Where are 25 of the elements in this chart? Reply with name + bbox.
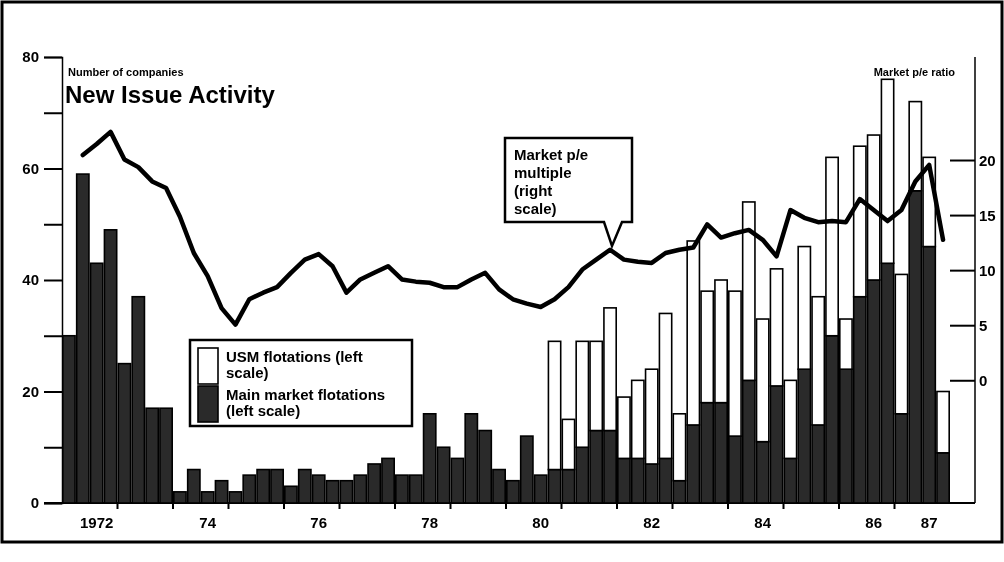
text: New Issue Activity bbox=[65, 81, 276, 108]
x-tick-label: 1972 bbox=[80, 514, 114, 531]
x-tick-label: 87 bbox=[920, 514, 938, 531]
x-tick-label: 74 bbox=[199, 514, 217, 531]
y-tick-label: 80 bbox=[22, 48, 39, 66]
legend-label: USM flotations (left scale) bbox=[226, 348, 363, 381]
x-tick-label: 82 bbox=[643, 514, 661, 531]
text: Market p/e multiple (right scale) bbox=[514, 146, 589, 217]
y-axis-title: Number of companies bbox=[68, 66, 184, 78]
y2-tick-label: 20 bbox=[979, 151, 996, 169]
y-tick-label: 20 bbox=[22, 382, 39, 400]
y2-tick-label: 0 bbox=[979, 372, 988, 390]
x-tick-label: 84 bbox=[754, 514, 772, 531]
y2-tick-label: 15 bbox=[979, 206, 996, 224]
y-tick-label: 0 bbox=[30, 494, 39, 512]
y-tick-label: 40 bbox=[22, 271, 39, 289]
legend-label: Main market flotations (left scale) bbox=[226, 386, 386, 419]
x-tick-label: 78 bbox=[421, 514, 439, 531]
x-tick-label: 76 bbox=[310, 514, 328, 531]
y2-tick-label: 10 bbox=[979, 261, 996, 279]
y-tick-label: 60 bbox=[22, 159, 39, 177]
y2-tick-label: 5 bbox=[979, 316, 988, 334]
y2-axis-title: Market p/e ratio bbox=[873, 66, 956, 78]
x-tick-label: 80 bbox=[532, 514, 550, 531]
x-tick-label: 86 bbox=[865, 514, 883, 531]
